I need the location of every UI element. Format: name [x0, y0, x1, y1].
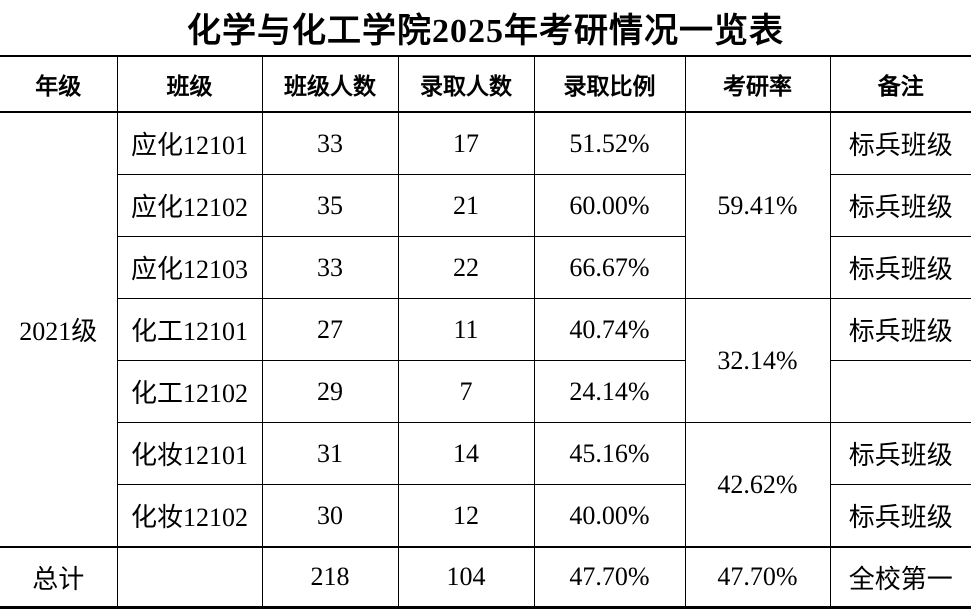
total-class-cell [116, 546, 263, 608]
class-size-cell: 27 [261, 298, 399, 361]
exam-stats-table: 年级 班级 班级人数 录取人数 录取比例 考研率 备注 2021级 应化1210… [0, 55, 971, 609]
table-row: 应化12103 33 22 66.67% 标兵班级 [0, 236, 971, 299]
class-cell: 化妆12101 [116, 422, 263, 485]
class-size-cell: 35 [261, 174, 399, 237]
admit-ratio-cell: 66.67% [533, 236, 686, 299]
class-size-cell: 30 [261, 484, 399, 548]
class-cell: 化妆12102 [116, 484, 263, 548]
remark-cell: 标兵班级 [829, 484, 971, 548]
table-row: 化妆12101 31 14 45.16% 42.62% 标兵班级 [0, 422, 971, 548]
table-row: 2021级 应化12101 33 17 51.52% 59.41% 标兵班级 [0, 111, 971, 548]
header-admit-ratio: 录取比例 [533, 55, 686, 113]
total-admitted-cell: 104 [397, 546, 535, 608]
exam-rate-cell-group3: 42.62% [684, 422, 831, 548]
remark-cell: 标兵班级 [829, 298, 971, 361]
table-row: 化工12102 29 7 24.14% [0, 360, 971, 423]
header-admitted: 录取人数 [397, 55, 535, 113]
header-grade: 年级 [0, 55, 118, 113]
header-remark: 备注 [829, 55, 971, 113]
class-cell: 化工12102 [116, 360, 263, 423]
total-class-size-cell: 218 [261, 546, 399, 608]
admitted-cell: 12 [397, 484, 535, 548]
total-row: 总计 218 104 47.70% 47.70% 全校第一 [0, 546, 971, 608]
total-label-cell: 总计 [0, 546, 118, 608]
remark-cell: 标兵班级 [829, 111, 971, 175]
admit-ratio-cell: 45.16% [533, 422, 686, 485]
admitted-cell: 14 [397, 422, 535, 485]
class-cell: 应化12102 [116, 174, 263, 237]
table-row: 化妆12102 30 12 40.00% 标兵班级 [0, 484, 971, 548]
total-remark-cell: 全校第一 [829, 546, 971, 608]
table-row: 化工12101 27 11 40.74% 32.14% 标兵班级 [0, 298, 971, 423]
admitted-cell: 21 [397, 174, 535, 237]
grade-cell: 2021级 [0, 111, 118, 548]
remark-cell: 标兵班级 [829, 422, 971, 485]
header-class-size: 班级人数 [261, 55, 399, 113]
class-size-cell: 29 [261, 360, 399, 423]
table-header-row: 年级 班级 班级人数 录取人数 录取比例 考研率 备注 [0, 55, 971, 113]
admitted-cell: 11 [397, 298, 535, 361]
admitted-cell: 17 [397, 111, 535, 175]
remark-cell: 标兵班级 [829, 236, 971, 299]
class-cell: 化工12101 [116, 298, 263, 361]
total-admit-ratio-cell: 47.70% [533, 546, 686, 608]
admitted-cell: 7 [397, 360, 535, 423]
header-class: 班级 [116, 55, 263, 113]
class-cell: 应化12103 [116, 236, 263, 299]
admit-ratio-cell: 40.00% [533, 484, 686, 548]
class-size-cell: 33 [261, 236, 399, 299]
admit-ratio-cell: 24.14% [533, 360, 686, 423]
exam-rate-cell-group1: 59.41% [684, 111, 831, 299]
header-exam-rate: 考研率 [684, 55, 831, 113]
class-size-cell: 33 [261, 111, 399, 175]
class-cell: 应化12101 [116, 111, 263, 175]
admit-ratio-cell: 40.74% [533, 298, 686, 361]
admitted-cell: 22 [397, 236, 535, 299]
admit-ratio-cell: 51.52% [533, 111, 686, 175]
admit-ratio-cell: 60.00% [533, 174, 686, 237]
class-size-cell: 31 [261, 422, 399, 485]
remark-cell [829, 360, 971, 423]
total-exam-rate-cell: 47.70% [684, 546, 831, 608]
exam-rate-cell-group2: 32.14% [684, 298, 831, 423]
page-title: 化学与化工学院2025年考研情况一览表 [187, 13, 784, 50]
remark-cell: 标兵班级 [829, 174, 971, 237]
